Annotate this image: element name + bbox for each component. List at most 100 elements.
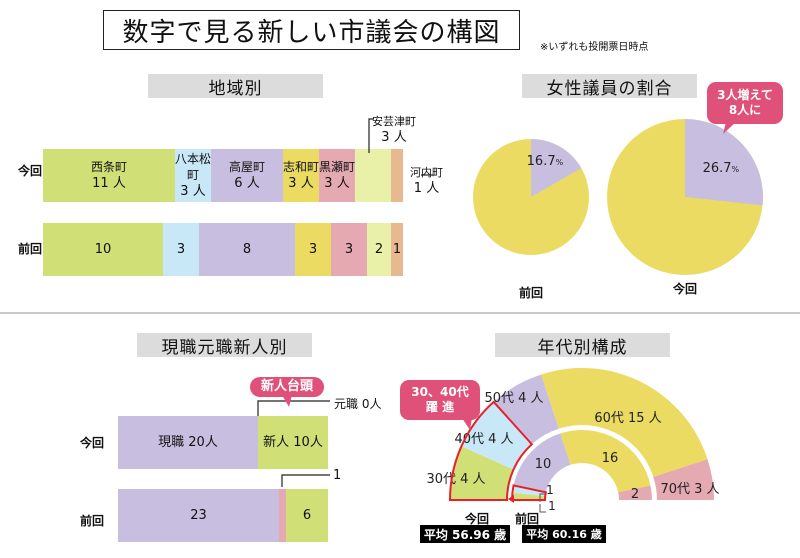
segment-count: 3 人: [180, 183, 206, 199]
akitsu-count: 3 人: [381, 130, 407, 146]
age-segment-current: [493, 374, 559, 445]
pie-slice-women-0: [531, 139, 582, 197]
women-bubble-tail: [723, 122, 736, 134]
segment-name: 高屋町: [228, 159, 265, 174]
age-highlight-arrow: [508, 495, 514, 503]
age-label-current: 今回: [465, 512, 490, 526]
career-bar-segment-previous: [279, 489, 286, 542]
age-label-previous: 前回: [515, 512, 540, 526]
segment-value: 新人 10人: [263, 434, 323, 450]
region-bar-segment-previous: 2: [367, 223, 391, 276]
career-annotation-bubble: 新人台頭: [250, 377, 324, 397]
segment-count: 3 人: [324, 175, 350, 191]
women-annotation: 3人増えて 8人に: [707, 82, 783, 124]
region-bar-segment-previous: 10: [43, 223, 163, 276]
age-annotation-bubble: 30、40代 躍 進: [400, 380, 480, 420]
former-label: 元職 0人: [334, 395, 381, 412]
segment-value: 2: [374, 241, 384, 257]
region-callout-lines: [368, 118, 433, 176]
age-label-previous: 2: [631, 487, 639, 502]
pie-percent-label: 26.7%: [703, 161, 740, 176]
age-highlight-current: [448, 400, 534, 501]
segment-name: 黒瀬町: [319, 159, 356, 174]
segment-count: 11 人: [92, 175, 126, 191]
age-segment-current: [450, 446, 514, 500]
region-bar-segment-previous: 3: [331, 223, 367, 276]
age-label-current: 70代 3 人: [660, 482, 719, 497]
age-segment-previous: [513, 433, 571, 493]
region-bar-segment-current: [391, 149, 403, 202]
age-segment-previous: [512, 485, 546, 497]
women-annotation-bubble: 3人増えて 8人に: [707, 82, 783, 124]
age-label-current: 40代 4 人: [454, 432, 513, 447]
age-label-previous: 10: [535, 457, 552, 472]
age-chart-title: 年代別構成: [495, 333, 670, 358]
segment-value: 3: [308, 241, 318, 257]
career-row-label-current: 今回: [80, 436, 105, 450]
region-bar-previous: 10 3 8 3 3 2 1: [43, 223, 403, 276]
segment-value: 3: [176, 241, 186, 257]
region-bar-segment-previous: 3: [295, 223, 331, 276]
age-annotation-line1: 30、40代: [411, 385, 469, 399]
former-leader-line: [257, 400, 330, 416]
age-label-current: 30代 4 人: [426, 472, 485, 487]
age-label-current: 50代 4 人: [484, 391, 543, 406]
age-annotation-line2: 躍 進: [425, 400, 455, 414]
region-bar-segment-current: 黒瀬町 3 人: [319, 149, 355, 202]
segment-name: 志和町: [283, 159, 320, 174]
section-divider: [0, 312, 800, 314]
segment-value: 3: [344, 241, 354, 257]
age-bubble-tail: [462, 418, 472, 430]
segment-name: 八本松町: [175, 151, 212, 182]
region-bar-segment-current: [355, 149, 391, 202]
career-bar-segment-previous: 23: [118, 489, 279, 542]
pie-slice-women-1: [685, 119, 763, 206]
age-segment-current: [653, 459, 714, 500]
page-title: 数字で見る新しい市議会の構図: [103, 10, 520, 50]
segment-value: 10: [94, 241, 112, 257]
age-label-current: 60代 15 人: [594, 411, 661, 426]
average-age-current: 平均 56.96 歳: [420, 525, 510, 543]
segment-name: 西条町: [90, 159, 127, 174]
age-label-previous: 1: [546, 483, 554, 497]
age-bracket-line: [539, 504, 546, 513]
region-bar-segment-previous: 1: [391, 223, 403, 276]
age-segment-previous: [618, 485, 652, 500]
segment-value: 現職 20人: [158, 434, 218, 450]
pie-name-label: 今回: [672, 281, 697, 296]
region-bar-segment-previous: 3: [163, 223, 199, 276]
segment-value: 23: [190, 507, 207, 523]
region-bar-current: 西条町 11 人八本松町 3 人高屋町 6 人志和町 3 人黒瀬町 3 人: [43, 149, 403, 202]
prev-former-label: 1: [333, 468, 342, 483]
segment-value: 6: [302, 507, 312, 523]
average-age-previous: 平均 60.16 歳: [522, 525, 606, 543]
region-bar-segment-current: 志和町 3 人: [283, 149, 319, 202]
segment-count: 3 人: [288, 175, 314, 191]
kochi-callout: 河内町 1 人: [410, 165, 443, 199]
region-bar-segment-current: 八本松町 3 人: [175, 149, 211, 202]
age-half-donut-chart: 30代 4 人 40代 4 人 50代 4 人 60代 15 人 70代 3 人 1 1 10…: [426, 368, 720, 513]
women-pie-chart: 16.7% 前回 26.7% 今回: [473, 119, 763, 300]
women-chart-title: 女性議員の割合: [522, 74, 697, 99]
career-chart-title: 現職元職新人別: [137, 333, 312, 358]
age-highlight-previous: [510, 484, 547, 501]
akitsu-leader-line: [368, 118, 374, 153]
timing-note: ※いずれも投開票日時点: [540, 42, 649, 53]
age-segment-current: [541, 368, 708, 477]
age-segment-previous: [512, 492, 546, 500]
segment-value: 1: [392, 241, 402, 257]
segment-count: 6 人: [234, 175, 260, 191]
pie-percent-unit: %: [556, 158, 564, 167]
career-bar-segment-current: 現職 20人: [118, 416, 258, 469]
kochi-count: 1 人: [413, 181, 440, 197]
career-callout-lines: [257, 400, 330, 487]
prev-former-leader-line: [281, 474, 330, 487]
career-bar-segment-previous: 6: [286, 489, 328, 542]
region-chart-title: 地域別: [148, 74, 323, 99]
age-label-previous: 1: [548, 499, 556, 513]
region-row-label-current: 今回: [18, 164, 43, 178]
pie-percent-label: 16.7%: [527, 154, 564, 169]
age-segment-previous: [560, 430, 651, 493]
pie-percent-unit: %: [732, 165, 740, 174]
career-bar-current: 現職 20人 新人 10人: [118, 416, 328, 469]
